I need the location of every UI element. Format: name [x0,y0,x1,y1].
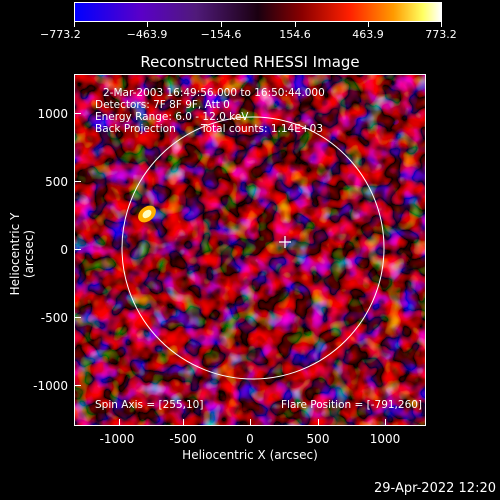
y-axis-label: Heliocentric Y (arcsec) [8,204,36,304]
y-tick-label: -500 [40,311,68,325]
x-tick-label: 500 [306,432,330,446]
x-tick-label: 0 [246,432,254,446]
colorbar-label: 154.6 [279,28,311,41]
y-tick-label: 1000 [37,107,68,121]
colorbar-label: −154.6 [200,28,242,41]
y-tick-label: 500 [45,175,68,189]
annotation-total-counts: Total counts: 1.14E+03 [201,123,324,135]
solar-limb [121,116,385,380]
x-tick-label: -500 [169,432,197,446]
reconstructed-image [75,75,425,425]
annotation-spin-axis: Spin Axis = [255,10] [95,399,204,411]
annotation-time-range: 2-Mar-2003 16:49:56.000 to 16:50:44.000 [103,87,325,99]
x-tick-label: -1000 [99,432,135,446]
annotation-method: Back Projection [95,123,176,135]
y-axis-label-text: Heliocentric Y (arcsec) [8,212,36,296]
x-axis-label: Heliocentric X (arcsec) [182,448,318,462]
colorbar-label: 463.9 [352,28,384,41]
timestamp: 29-Apr-2022 12:20 [374,481,496,496]
flare-marker [279,236,291,248]
colorbar [74,2,442,22]
annotation-energy-range: Energy Range: 6.0 - 12.0 keV [95,111,249,123]
solar-image-plot [74,74,426,426]
annotation-flare-position: Flare Position = [-791,260] [281,399,423,411]
colorbar-label-max: 773.2 [425,28,457,41]
image-title: Reconstructed RHESSI Image [140,53,360,71]
annotation-detectors: Detectors: 7F 8F 9F, Att 0 [95,99,230,111]
y-tick-label: 0 [60,243,68,257]
y-tick-label: -1000 [33,379,68,393]
colorbar-label-min: −773.2 [40,28,81,41]
colorbar-label: −463.9 [126,28,168,41]
x-tick-label: 1000 [369,432,401,446]
